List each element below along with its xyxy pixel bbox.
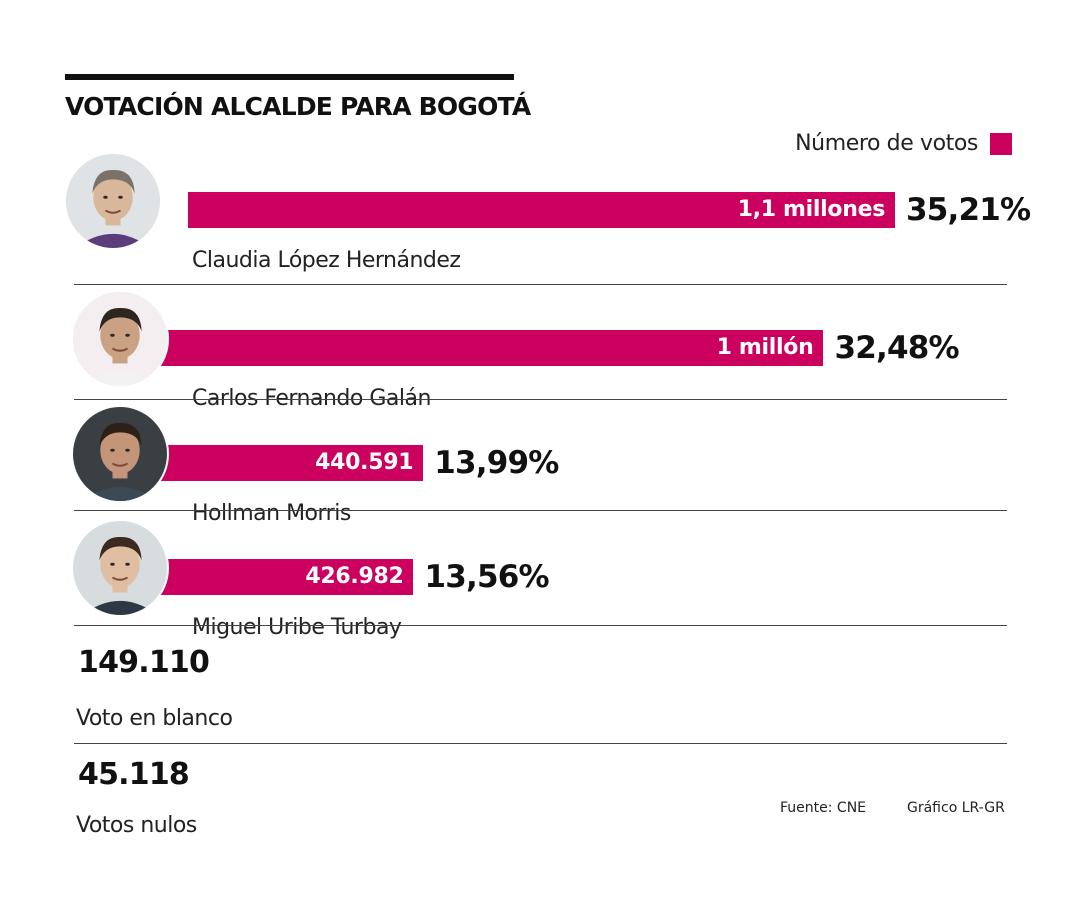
divider <box>74 625 1007 626</box>
portrait-hollman-icon <box>71 405 169 503</box>
null-votes-value: 45.118 <box>78 757 190 792</box>
portrait-carlos-icon <box>71 290 169 388</box>
percentage-label: 32,48% <box>834 330 959 366</box>
title-rule <box>65 74 514 80</box>
chart-title: VOTACIÓN ALCALDE PARA BOGOTÁ <box>65 92 531 121</box>
bar <box>160 330 824 366</box>
candidate-name: Carlos Fernando Galán <box>192 386 431 411</box>
candidate-name: Miguel Uribe Turbay <box>192 615 402 640</box>
divider <box>74 510 1007 511</box>
portrait-miguel-icon <box>71 519 169 617</box>
null-votes-label: Votos nulos <box>76 813 197 838</box>
bar-data-label: 440.591 <box>315 450 414 475</box>
chart-legend: Número de votos <box>795 131 1012 156</box>
bar-data-label: 1,1 millones <box>737 197 886 222</box>
percentage-label: 13,56% <box>424 559 549 595</box>
candidate-name: Claudia López Hernández <box>192 248 461 273</box>
portrait-claudia-icon <box>64 152 162 250</box>
percentage-label: 35,21% <box>906 192 1031 228</box>
legend-swatch <box>990 132 1012 155</box>
blank-votes-value: 149.110 <box>78 645 210 680</box>
bar <box>188 192 895 228</box>
source-note: Fuente: CNE <box>780 800 867 816</box>
divider <box>74 284 1007 285</box>
candidate-name: Hollman Morris <box>192 501 351 526</box>
divider <box>74 399 1007 400</box>
bar-data-label: 1 millón <box>716 335 814 360</box>
percentage-label: 13,99% <box>434 445 559 481</box>
bar <box>160 445 424 481</box>
credit-note: Gráfico LR-GR <box>907 800 1005 816</box>
legend-label: Número de votos <box>795 131 978 156</box>
blank-votes-label: Voto en blanco <box>76 706 233 731</box>
divider <box>74 743 1007 744</box>
bar-data-label: 426.982 <box>305 564 404 589</box>
bar <box>160 559 414 595</box>
